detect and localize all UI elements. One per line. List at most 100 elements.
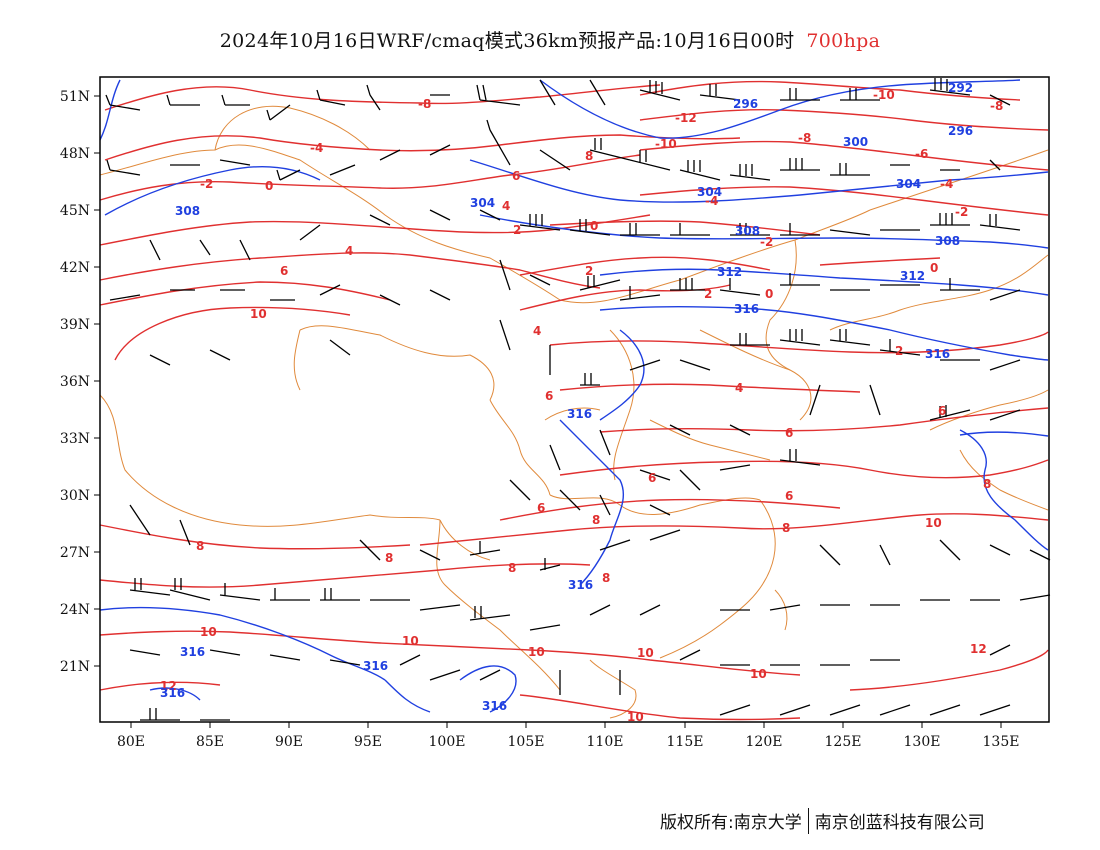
contour-label: 296	[948, 124, 973, 138]
contour-label: 296	[733, 97, 758, 111]
contour-label: 316	[925, 347, 950, 361]
contour-label: -4	[310, 141, 323, 155]
contour-label: 300	[843, 135, 868, 149]
plot-frame	[99, 76, 1050, 723]
lat-label: 33N	[60, 431, 90, 447]
map-title: 2024年10月16日WRF/cmaq模式36km预报产品:10月16日00时 7…	[0, 26, 1100, 53]
contour-label: 304	[697, 185, 722, 199]
lat-label: 30N	[60, 488, 90, 504]
contour-label: 0	[590, 219, 598, 233]
contour-label: 6	[512, 169, 520, 183]
contour-label: 0	[930, 261, 938, 275]
contour-label: 10	[402, 634, 419, 648]
boundary-lines	[99, 105, 1049, 719]
geopotential-contours	[99, 79, 1049, 713]
contour-label: 6	[280, 264, 288, 278]
contour-label: 10	[750, 667, 767, 681]
lat-label: 39N	[60, 317, 90, 333]
contour-label: 316	[734, 302, 759, 316]
lat-label: 45N	[60, 203, 90, 219]
lon-label: 100E	[429, 734, 466, 750]
contour-label: -2	[955, 205, 968, 219]
contour-label: 308	[735, 224, 760, 238]
contour-label: 10	[250, 307, 267, 321]
contour-label: 308	[175, 204, 200, 218]
lon-tick-labels: 80E 85E 90E 95E 100E 105E 110E 115E 120E…	[117, 734, 1020, 750]
axis-ticks	[94, 95, 1002, 728]
contour-label: 292	[948, 81, 973, 95]
contour-label: 2	[585, 264, 593, 278]
contour-label: -4	[705, 194, 718, 208]
contour-label: 12	[160, 679, 177, 693]
lat-label: 36N	[60, 374, 90, 390]
lon-label: 95E	[354, 734, 382, 750]
contour-label: 8	[592, 513, 600, 527]
lat-label: 42N	[60, 260, 90, 276]
lon-label: 115E	[667, 734, 704, 750]
title-level: 700hpa	[806, 30, 881, 52]
lon-label: 90E	[275, 734, 303, 750]
contour-label: 10	[528, 645, 545, 659]
contour-label: 8	[508, 561, 516, 575]
contour-label: -4	[940, 177, 953, 191]
contour-label: 316	[567, 407, 592, 421]
contour-label: 6	[545, 389, 553, 403]
contour-label: 6	[648, 471, 656, 485]
copyright-partner: 南京创蓝科技有限公司	[814, 813, 985, 833]
contour-label: 2	[895, 344, 903, 358]
contour-label: 8	[983, 477, 991, 491]
contour-label: 0	[265, 179, 273, 193]
temperature-labels: -8 -4 -2 0 4 6 10 8 6 4 2 0 2 4 6 -10 -1…	[160, 88, 1003, 724]
lon-label: 135E	[983, 734, 1020, 750]
lon-label: 85E	[196, 734, 224, 750]
contour-label: 12	[970, 642, 987, 656]
contour-label: -8	[418, 97, 431, 111]
footer-divider	[807, 808, 809, 834]
contour-label: 2	[704, 287, 712, 301]
contour-label: -6	[915, 147, 928, 161]
contour-label: 304	[470, 196, 495, 210]
contour-label: -10	[873, 88, 895, 102]
contour-label: -8	[990, 99, 1003, 113]
contour-label: 8	[385, 551, 393, 565]
lon-label: 105E	[508, 734, 545, 750]
contour-label: 6	[938, 404, 946, 418]
contour-label: 308	[935, 234, 960, 248]
copyright-footer: 版权所有:南京大学 南京创蓝科技有限公司	[660, 808, 985, 836]
contour-label: 6	[785, 489, 793, 503]
contour-label: 10	[925, 516, 942, 530]
contour-label: 316	[180, 645, 205, 659]
contour-label: 312	[717, 265, 742, 279]
lat-label: 24N	[60, 602, 90, 618]
lon-label: 80E	[117, 734, 145, 750]
contour-label: 0	[765, 287, 773, 301]
contour-label: 316	[568, 578, 593, 592]
lat-label: 48N	[60, 146, 90, 162]
contour-label: 6	[785, 426, 793, 440]
lat-label: 51N	[60, 89, 90, 105]
contour-label: 10	[200, 625, 217, 639]
contour-label: 2	[513, 223, 521, 237]
copyright-owner: 版权所有:南京大学	[660, 813, 802, 833]
contour-label: 316	[363, 659, 388, 673]
contour-label: -12	[675, 111, 697, 125]
contour-label: 6	[537, 501, 545, 515]
contour-label: 8	[196, 539, 204, 553]
contour-label: 8	[602, 571, 610, 585]
geopotential-labels: 308 304 296 292 296 300 304 304 308 308 …	[160, 81, 973, 713]
contour-label: 10	[637, 646, 654, 660]
contour-label: 312	[900, 269, 925, 283]
lat-label: 21N	[60, 659, 90, 675]
lat-label: 27N	[60, 545, 90, 561]
contour-label: 316	[482, 699, 507, 713]
title-main: 2024年10月16日WRF/cmaq模式36km预报产品:10月16日00时	[219, 30, 795, 52]
lon-label: 120E	[746, 734, 783, 750]
contour-label: 10	[627, 710, 644, 724]
contour-label: 4	[345, 244, 353, 258]
contour-label: 4	[735, 381, 743, 395]
contour-label: 8	[782, 521, 790, 535]
contour-label: -10	[655, 137, 677, 151]
contour-label: -2	[760, 235, 773, 249]
wind-barbs	[105, 78, 1051, 721]
